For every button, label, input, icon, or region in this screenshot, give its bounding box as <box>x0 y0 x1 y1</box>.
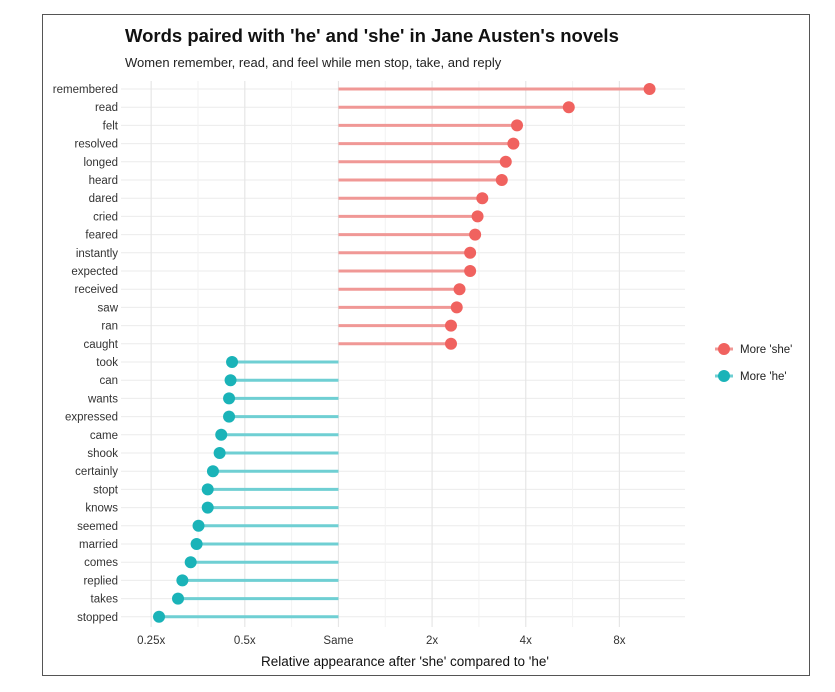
x-tick-label: Same <box>323 635 353 647</box>
lollipop-point <box>223 410 236 423</box>
lollipop-point <box>450 301 463 314</box>
lollipop-point <box>172 592 185 605</box>
y-tick-label: feared <box>85 230 118 242</box>
y-tick-label: expressed <box>65 412 118 424</box>
y-tick-label: heard <box>89 175 118 187</box>
y-tick-label: saw <box>98 302 119 314</box>
y-tick-label: remembered <box>53 84 118 96</box>
y-tick-label: received <box>75 284 118 296</box>
lollipop-point <box>223 392 236 405</box>
lollipop-point <box>499 155 512 168</box>
lollipop-point <box>213 447 226 459</box>
lollipop-point <box>201 501 214 514</box>
y-tick-label: felt <box>103 120 119 132</box>
y-tick-label: knows <box>85 503 118 515</box>
lollipop-point <box>476 192 489 205</box>
lollipop-point <box>206 465 219 478</box>
y-tick-label: married <box>79 539 118 551</box>
lollipop-point <box>643 83 656 95</box>
lollipop-point <box>226 356 239 368</box>
y-tick-label: wants <box>87 393 118 405</box>
y-tick-label: takes <box>91 594 119 606</box>
chart-svg: Words paired with 'he' and 'she' in Jane… <box>53 25 793 669</box>
y-tick-label: instantly <box>76 248 118 260</box>
y-tick-label: certainly <box>75 466 118 478</box>
x-tick-label: 0.5x <box>234 635 256 647</box>
lollipop-point <box>184 556 197 569</box>
lollipop-point <box>192 519 205 532</box>
lollipop-marks <box>153 83 656 623</box>
x-tick-label: 2x <box>426 635 438 647</box>
chart-frame: Words paired with 'he' and 'she' in Jane… <box>42 14 810 676</box>
lollipop-point <box>444 319 457 332</box>
lollipop-point <box>453 283 466 296</box>
x-tick-label: 8x <box>613 635 625 647</box>
lollipop-point <box>469 228 482 241</box>
lollipop-point <box>153 610 166 623</box>
y-tick-label: took <box>96 357 118 369</box>
legend-key-point <box>718 343 730 355</box>
x-axis-ticks: 0.25x 0.5x Same 2x 4x 8x <box>137 635 626 647</box>
lollipop-point <box>464 246 477 259</box>
lollipop-point <box>471 210 484 223</box>
lollipop-point <box>224 374 237 387</box>
y-axis-labels: remembered read felt resolved longed heard dar… <box>53 84 119 624</box>
y-tick-label: longed <box>83 157 118 169</box>
x-tick-label: 0.25x <box>137 635 165 647</box>
lollipop-point <box>464 265 477 277</box>
y-tick-label: replied <box>83 575 118 587</box>
lollipop-point <box>444 337 457 350</box>
chart-subtitle: Women remember, read, and feel while men… <box>125 55 502 70</box>
lollipop-point <box>190 538 203 550</box>
x-tick-label: 4x <box>520 635 532 647</box>
lollipop-point <box>507 137 520 150</box>
lollipop-point <box>495 174 508 186</box>
legend-label: More 'she' <box>740 344 792 356</box>
y-tick-label: can <box>99 375 118 387</box>
y-tick-label: seemed <box>77 521 118 533</box>
chart-title: Words paired with 'he' and 'she' in Jane… <box>125 25 619 46</box>
y-tick-label: resolved <box>75 139 118 151</box>
y-tick-label: stopt <box>93 484 119 496</box>
lollipop-point <box>511 119 524 132</box>
legend-label: More 'he' <box>740 371 787 383</box>
lollipop-point <box>201 483 214 496</box>
y-tick-label: dared <box>89 193 118 205</box>
lollipop-point <box>215 428 228 441</box>
y-tick-label: ran <box>101 321 118 333</box>
lollipop-point <box>176 574 189 587</box>
y-tick-label: caught <box>83 339 118 351</box>
y-tick-label: comes <box>84 557 118 569</box>
y-tick-label: came <box>90 430 118 442</box>
y-tick-label: cried <box>93 211 118 223</box>
y-tick-label: stopped <box>77 612 118 624</box>
x-axis-title: Relative appearance after 'she' compared… <box>261 654 549 669</box>
y-tick-label: read <box>95 102 118 114</box>
y-tick-label: expected <box>71 266 118 278</box>
lollipop-point <box>562 101 575 114</box>
legend-key-point <box>718 370 730 382</box>
y-tick-label: shook <box>87 448 118 460</box>
legend: More 'she' More 'he' <box>715 343 792 383</box>
